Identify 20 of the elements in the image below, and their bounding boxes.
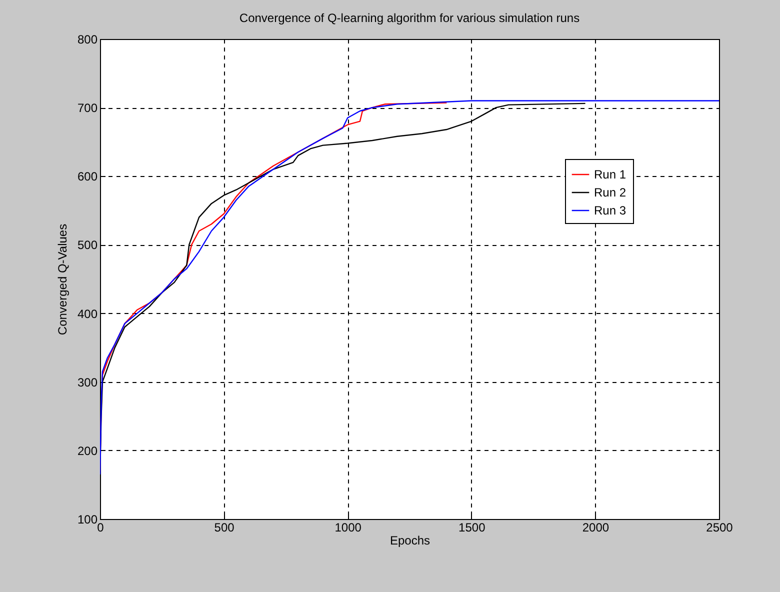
x-tick-label: 2500: [706, 520, 734, 534]
y-tick-label: 600: [77, 170, 98, 184]
x-tick-label: 1000: [334, 520, 362, 534]
x-tick-label: 0: [97, 520, 104, 534]
y-tick-label: 800: [77, 32, 98, 46]
legend-label: Run 3: [594, 204, 626, 218]
x-tick-label: 2000: [582, 520, 610, 534]
y-tick-label: 100: [77, 512, 98, 526]
y-tick-label: 700: [77, 101, 98, 116]
y-axis-title: Converged Q-Values: [55, 224, 70, 336]
y-tick-label: 500: [77, 238, 98, 252]
x-tick-label: 500: [214, 520, 235, 534]
y-tick-label: 200: [77, 444, 98, 458]
legend-label: Run 1: [594, 168, 626, 182]
x-axis-title: Epochs: [390, 534, 430, 548]
chart-title: Convergence of Q-learning algorithm for various simulation runs: [239, 11, 580, 25]
x-tick-label: 1500: [458, 520, 486, 534]
y-tick-label: 300: [77, 375, 98, 390]
y-tick-label: 400: [77, 306, 98, 321]
legend-label: Run 2: [594, 186, 626, 200]
